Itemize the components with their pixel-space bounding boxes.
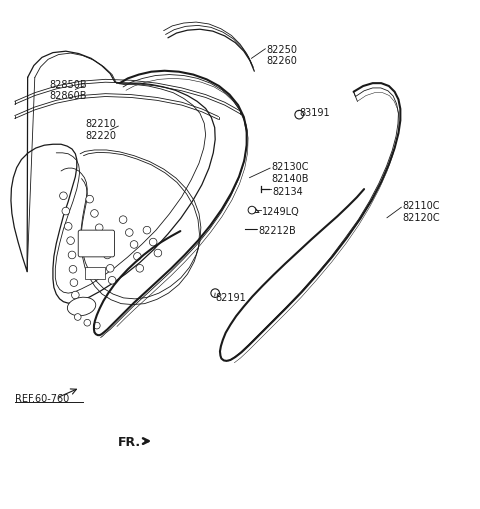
Circle shape xyxy=(130,241,138,249)
Text: 82250
82260: 82250 82260 xyxy=(266,45,297,66)
Circle shape xyxy=(248,207,256,214)
Circle shape xyxy=(295,111,303,120)
Text: 82191: 82191 xyxy=(215,292,246,302)
Circle shape xyxy=(62,208,70,215)
Text: 82134: 82134 xyxy=(273,187,303,196)
Circle shape xyxy=(107,265,114,273)
Text: REF.60-760: REF.60-760 xyxy=(15,393,69,403)
Circle shape xyxy=(154,250,162,258)
Circle shape xyxy=(70,279,78,287)
Text: 82212B: 82212B xyxy=(258,225,296,235)
Text: 82210
82220: 82210 82220 xyxy=(85,119,116,140)
Text: 82850B
82860B: 82850B 82860B xyxy=(49,79,87,101)
Ellipse shape xyxy=(67,298,96,316)
Circle shape xyxy=(143,227,151,235)
Circle shape xyxy=(84,320,91,326)
Bar xyxy=(85,267,105,279)
Circle shape xyxy=(104,251,111,259)
Circle shape xyxy=(133,253,141,261)
Circle shape xyxy=(67,237,74,245)
Circle shape xyxy=(211,289,219,298)
Text: 1249LQ: 1249LQ xyxy=(262,207,299,217)
Text: FR.: FR. xyxy=(118,435,142,448)
Circle shape xyxy=(68,251,76,259)
Circle shape xyxy=(74,314,81,321)
FancyBboxPatch shape xyxy=(78,231,115,258)
Circle shape xyxy=(108,277,116,285)
Circle shape xyxy=(91,210,98,218)
Circle shape xyxy=(96,224,103,232)
Text: 83191: 83191 xyxy=(300,107,330,118)
Circle shape xyxy=(60,192,67,200)
Circle shape xyxy=(100,238,108,246)
Circle shape xyxy=(72,292,79,299)
Circle shape xyxy=(119,216,127,224)
Circle shape xyxy=(149,239,157,246)
Text: 82110C
82120C: 82110C 82120C xyxy=(402,201,440,222)
Circle shape xyxy=(86,196,94,204)
Circle shape xyxy=(136,265,144,273)
Circle shape xyxy=(64,223,72,231)
Circle shape xyxy=(94,323,100,329)
Circle shape xyxy=(125,229,133,237)
Circle shape xyxy=(69,266,77,273)
Text: 82130C
82140B: 82130C 82140B xyxy=(271,162,309,183)
